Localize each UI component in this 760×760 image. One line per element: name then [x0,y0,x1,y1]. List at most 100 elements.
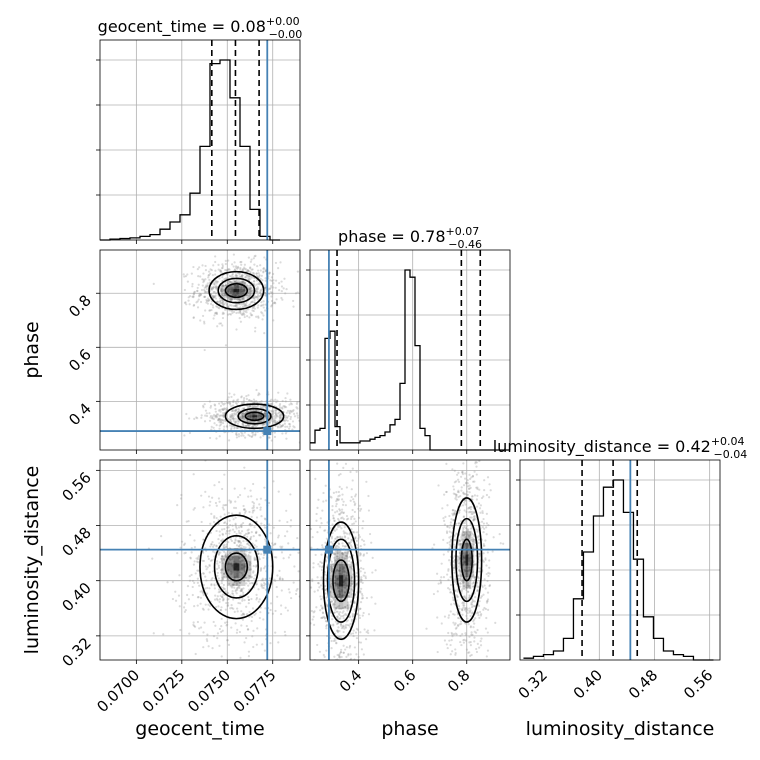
sample-point [257,315,260,318]
sample-point [452,567,455,570]
sample-point [286,609,290,612]
sample-point [226,578,229,581]
sample-point [436,572,439,575]
sample-point [336,550,339,553]
sample-point [485,572,488,576]
panel-title: geocent_time = 0.08+0.00 −0.00 [98,15,303,41]
sample-point [200,494,203,497]
sample-point [449,610,452,613]
sample-point [234,273,238,276]
sample-point [268,422,271,425]
sample-point [245,411,248,414]
sample-point [272,411,275,415]
sample-point [464,622,467,625]
sample-point [218,551,221,554]
sample-point [484,587,487,590]
sample-point [342,651,345,654]
sample-point [308,593,310,595]
sample-point [253,296,256,299]
sample-point [248,291,251,294]
sample-point [213,543,216,547]
sample-point [213,422,216,425]
sample-point [229,401,232,404]
sample-point [283,406,286,409]
sample-point [449,535,453,538]
sample-point [283,416,286,420]
sample-point [232,598,235,601]
sample-point [209,302,213,306]
sample-point [199,626,203,629]
sample-point [197,596,200,599]
sample-point [313,590,316,593]
sample-point [335,498,338,501]
sample-point [269,419,273,422]
sample-point [362,730,364,732]
sample-point [464,606,468,610]
sample-point [183,288,186,292]
sample-point [332,639,335,643]
sample-point [229,413,232,417]
sample-point [457,491,460,494]
sample-point [470,510,473,514]
sample-point [355,583,358,586]
sample-point [232,607,235,610]
sample-point [347,606,350,609]
sample-point [472,599,475,602]
sample-point [205,579,208,582]
sample-point [363,543,366,546]
sample-point [254,295,257,298]
sample-point [448,514,451,518]
sample-point [449,653,452,656]
sample-point [447,569,450,572]
sample-point [221,408,225,411]
sample-point [220,414,223,417]
contour-level [199,514,274,620]
sample-point [494,621,497,624]
sample-point [330,537,333,540]
sample-point [259,289,262,292]
sample-point [460,622,463,625]
sample-point [248,523,251,526]
sample-point [259,569,262,572]
sample-point [350,561,353,564]
sample-point [469,626,472,629]
sample-point [180,493,183,497]
density-cell [247,412,253,416]
sample-point [252,272,256,275]
sample-point [220,579,223,583]
sample-point [257,295,260,298]
sample-point [243,534,246,537]
sample-point [361,527,364,530]
sample-point [343,586,346,589]
sample-point [226,273,229,276]
sample-point [231,583,234,586]
sample-point [244,554,248,557]
sample-point [263,256,266,259]
sample-point [221,324,224,327]
sample-point [439,582,442,585]
sample-point [219,408,222,411]
sample-point [214,624,217,627]
sample-point [334,481,336,483]
sample-point [464,610,468,613]
sample-point [460,486,463,489]
sample-point [221,264,224,268]
sample-point [198,294,202,297]
sample-point [213,404,217,407]
sample-point [264,422,267,425]
sample-point [488,566,491,569]
sample-point [485,522,488,525]
sample-point [202,272,205,275]
sample-point [297,551,300,554]
sample-point [462,580,465,584]
sample-point [209,559,212,562]
sample-point [263,567,266,570]
sample-point [347,604,350,607]
sample-point [210,559,214,562]
sample-point [260,514,263,518]
sample-point [244,303,247,307]
sample-point [226,276,229,279]
sample-point [219,270,222,273]
sample-point [229,297,233,301]
sample-point [241,269,244,272]
